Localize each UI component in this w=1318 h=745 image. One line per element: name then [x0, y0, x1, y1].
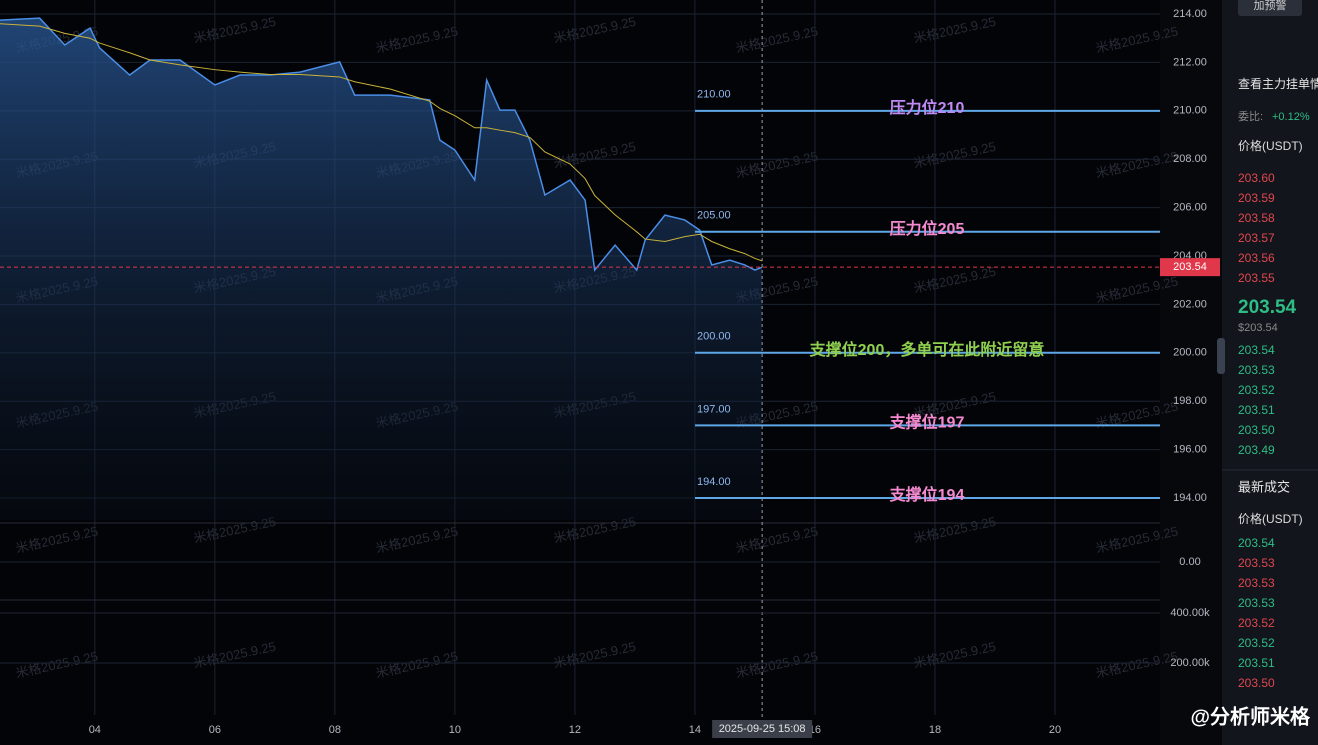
trades-title: 最新成交: [1238, 479, 1290, 494]
price-area: [0, 18, 763, 520]
macd-tick-label: 0.00: [1179, 556, 1200, 568]
trade-price: 203.52: [1238, 616, 1275, 630]
level-label: 210.00: [697, 89, 731, 101]
level-label: 197.00: [697, 403, 731, 415]
trade-price: 203.50: [1238, 676, 1275, 690]
y-tick-label: 210.00: [1173, 105, 1207, 117]
level-note: 支撑位197: [889, 413, 965, 432]
y-tick-label: 214.00: [1173, 8, 1207, 20]
level-note: 压力位205: [890, 219, 965, 238]
y-tick-label: 196.00: [1173, 443, 1207, 455]
bid-price: 203.49: [1238, 443, 1275, 457]
crosshair-time: 2025-09-25 15:08: [719, 723, 806, 735]
price-header: 价格(USDT): [1238, 138, 1303, 153]
volume-tick-label: 400.00k: [1170, 607, 1210, 619]
bid-price: 203.50: [1238, 423, 1275, 437]
ask-price: 203.60: [1238, 171, 1275, 185]
ask-price: 203.58: [1238, 211, 1275, 225]
trade-price: 203.52: [1238, 636, 1275, 650]
x-tick-label: 12: [569, 724, 581, 736]
ask-price: 203.55: [1238, 271, 1275, 285]
last-price-label: 203.54: [1173, 261, 1207, 273]
ask-price: 203.57: [1238, 231, 1275, 245]
collapse-handle[interactable]: [1217, 338, 1225, 374]
price-line: [0, 17, 763, 272]
y-tick-label: 212.00: [1173, 56, 1207, 68]
trades-header: 价格(USDT): [1238, 511, 1303, 526]
ask-price: 203.59: [1238, 191, 1275, 205]
level-note: 压力位210: [890, 98, 965, 117]
depth-link[interactable]: 查看主力挂单情: [1238, 77, 1318, 91]
trade-price: 203.54: [1238, 536, 1275, 550]
level-note: 支撑位200，多单可在此附近留意: [809, 340, 1045, 359]
sidebar-bg: [1222, 0, 1318, 745]
y-tick-label: 206.00: [1173, 202, 1207, 214]
y-tick-label: 200.00: [1173, 347, 1207, 359]
ask-price: 203.56: [1238, 251, 1275, 265]
x-tick-label: 04: [89, 724, 101, 736]
bid-price: 203.51: [1238, 403, 1275, 417]
trade-price: 203.51: [1238, 656, 1275, 670]
last-trade-usd: $203.54: [1238, 322, 1278, 334]
y-tick-label: 202.00: [1173, 298, 1207, 310]
alert-button-label[interactable]: 加预警: [1254, 0, 1287, 12]
bid-price: 203.52: [1238, 383, 1275, 397]
x-tick-label: 10: [449, 724, 461, 736]
axis-bg: [1160, 0, 1222, 745]
y-tick-label: 198.00: [1173, 395, 1207, 407]
level-label: 205.00: [697, 210, 731, 222]
level-label: 194.00: [697, 476, 731, 488]
volume-tick-label: 200.00k: [1170, 657, 1210, 669]
ratio-label: 委比:: [1238, 110, 1263, 123]
bid-price: 203.54: [1238, 343, 1275, 357]
footer: @分析师米格: [1190, 704, 1311, 728]
y-tick-label: 208.00: [1173, 153, 1207, 165]
last-price-tag: [1160, 258, 1220, 277]
level-note: 支撑位194: [889, 485, 965, 504]
trade-price: 203.53: [1238, 576, 1275, 590]
crosshair-tag: [712, 720, 813, 738]
level-label: 200.00: [697, 331, 731, 343]
bid-price: 203.53: [1238, 363, 1275, 377]
trade-price: 203.53: [1238, 556, 1275, 570]
x-tick-label: 08: [329, 724, 341, 736]
ma-line: [0, 23, 763, 262]
x-tick-label: 20: [1049, 724, 1061, 736]
ratio-value: +0.12%: [1272, 111, 1310, 123]
alert-button[interactable]: [1238, 0, 1302, 16]
trade-price: 203.53: [1238, 596, 1275, 610]
x-tick-label: 18: [929, 724, 941, 736]
x-tick-label: 06: [209, 724, 221, 736]
x-tick-label: 14: [689, 724, 701, 736]
y-tick-label: 194.00: [1173, 492, 1207, 504]
last-trade: 203.54: [1238, 297, 1297, 318]
